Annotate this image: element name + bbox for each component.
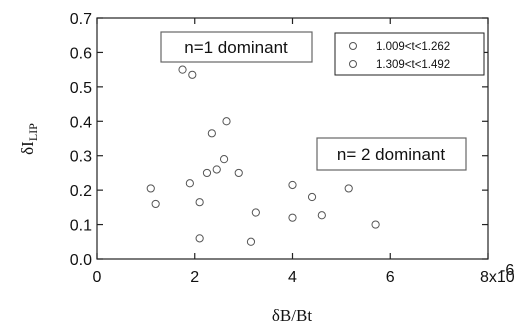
data-point	[246, 237, 256, 246]
y-axis-label: δILIP	[18, 123, 40, 155]
y-tick-label: 0.2	[70, 183, 92, 200]
y-tick-labels: 0.0 0.1 0.2 0.3 0.4 0.5 0.6 0.7	[70, 11, 92, 269]
data-point	[344, 184, 353, 193]
x-tick-label: 2	[190, 269, 199, 286]
data-point	[288, 213, 297, 222]
legend-marker-2	[349, 60, 357, 68]
data-point	[188, 70, 197, 79]
data-point	[234, 168, 243, 178]
legend: 1.009<t<1.262 1.309<t<1.492	[334, 32, 485, 76]
data-point	[222, 117, 231, 126]
data-point	[207, 129, 216, 138]
data-point	[317, 211, 326, 220]
x-tick-label: 0	[93, 269, 102, 286]
data-point	[288, 180, 297, 190]
annotation-n2-box	[316, 137, 467, 171]
data-point	[202, 168, 212, 178]
y-tick-label: 0.3	[70, 149, 92, 166]
y-tick-label: 0.7	[70, 11, 92, 28]
data-point	[307, 192, 317, 202]
legend-marker-1	[349, 42, 357, 50]
data-point	[185, 179, 194, 188]
legend-box	[334, 32, 485, 76]
annotation-n1-dominant: n=1 dominant	[184, 38, 288, 57]
x-tick-label: 4	[288, 269, 297, 286]
y-axis-label-main: δI	[18, 141, 37, 155]
data-point	[178, 65, 187, 74]
data-point	[151, 199, 160, 209]
y-tick-label: 0.4	[70, 114, 92, 131]
y-tick-label: 0.5	[70, 80, 92, 97]
x-exponent-label: -6	[500, 262, 514, 279]
annotation-n2-dominant: n= 2 dominant	[337, 145, 445, 164]
data-point	[212, 165, 221, 174]
data-point	[146, 184, 155, 193]
x-axis-label: δB/Bt	[272, 306, 312, 325]
legend-label-2: 1.309<t<1.492	[376, 59, 450, 71]
y-tick-label: 0.0	[70, 252, 92, 269]
data-point	[251, 208, 260, 217]
data-point	[219, 155, 229, 164]
legend-label-1: 1.009<t<1.262	[376, 41, 450, 53]
axis-ticks	[96, 17, 489, 260]
x-tick-labels: 0 2 4 6 8x10	[93, 269, 514, 286]
y-tick-label: 0.6	[70, 45, 92, 62]
y-tick-label: 0.1	[70, 218, 92, 235]
data-point	[195, 234, 204, 243]
data-points	[146, 65, 380, 246]
annotation-n1-box	[160, 31, 313, 63]
data-point	[195, 198, 204, 207]
svg-text:δILIP: δILIP	[18, 123, 40, 155]
y-axis-label-sub: LIP	[26, 123, 40, 141]
data-point	[371, 220, 380, 229]
x-tick-label: 8x10	[480, 269, 514, 286]
x-tick-label: 6	[386, 269, 395, 286]
